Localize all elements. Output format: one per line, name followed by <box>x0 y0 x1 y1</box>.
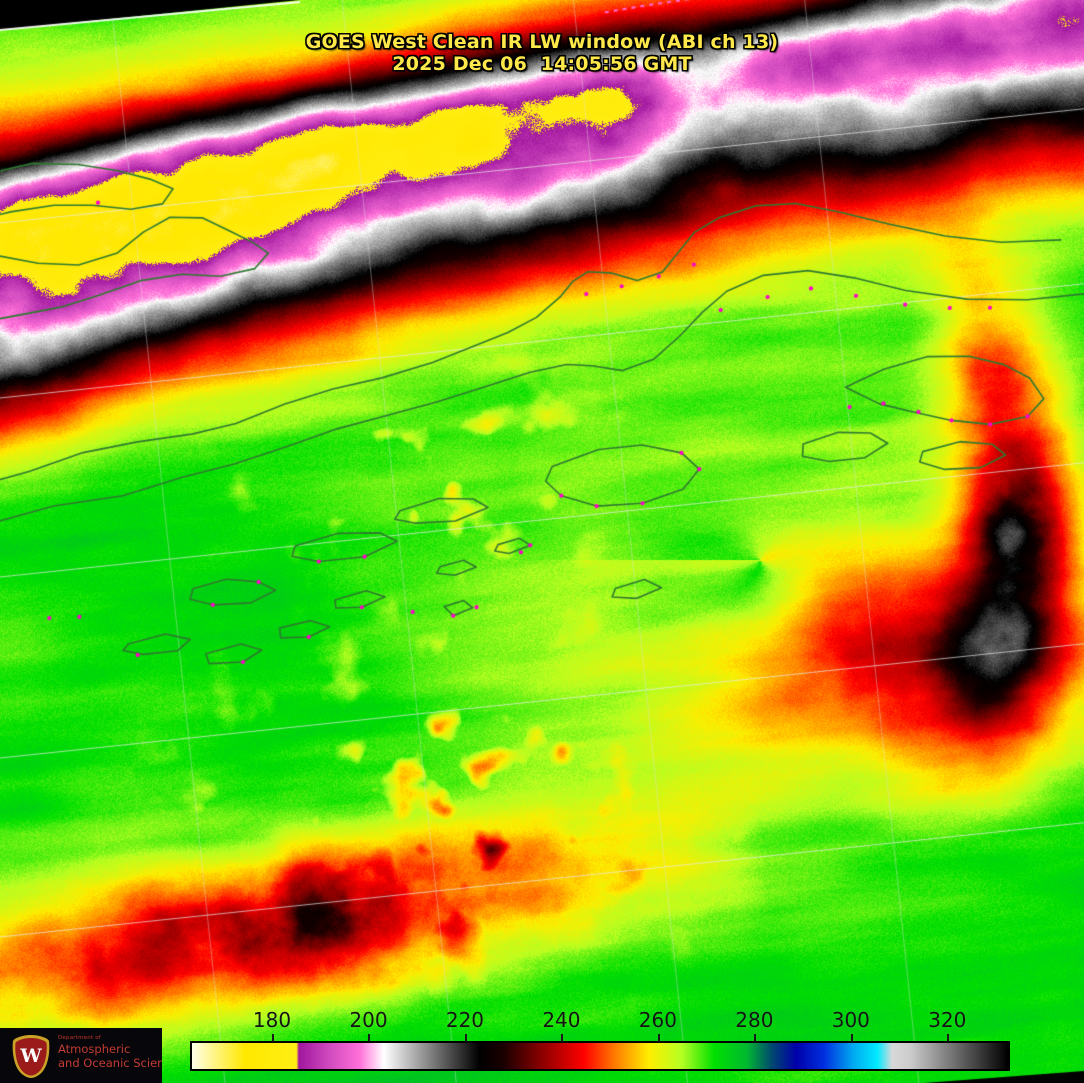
colorbar-tick <box>272 1034 274 1042</box>
uw-aos-logo[interactable]: W Department of Atmospheric and Oceanic … <box>0 1028 162 1083</box>
logo-line-atmospheric: Atmospheric <box>58 1042 131 1056</box>
logo-text-block: Department of Atmospheric and Oceanic Sc… <box>58 1034 162 1070</box>
colorbar-ticks <box>190 1034 1010 1042</box>
colorbar-tick <box>850 1034 853 1042</box>
colorbar-tick-label: 300 <box>831 1008 870 1032</box>
colorbar-tick <box>947 1034 950 1042</box>
colorbar-tick-label: 280 <box>735 1008 774 1032</box>
colorbar-tick-label: 320 <box>928 1008 967 1032</box>
colorbar-tick <box>657 1034 660 1042</box>
colorbar-gradient <box>190 1041 1010 1071</box>
colorbar-tick <box>754 1034 757 1042</box>
colorbar-tick <box>561 1034 564 1042</box>
colorbar-tick-label: 200 <box>349 1008 388 1032</box>
colorbar-tick <box>368 1034 371 1042</box>
colorbar-tick-label: 260 <box>638 1008 677 1032</box>
colorbar-tick-label: 220 <box>445 1008 485 1032</box>
colorbar-tick-labels: 180 200 220 240 260 280 300 320 <box>190 1008 1010 1034</box>
colorbar-tick <box>464 1034 467 1042</box>
logo-department-label: Department of <box>58 1035 101 1041</box>
colorbar-tick-label: 240 <box>542 1008 581 1032</box>
logo-line-oceanic: and Oceanic Sciences <box>58 1056 162 1070</box>
svg-text:W: W <box>19 1045 42 1067</box>
colorbar-tick-label: 180 <box>252 1008 292 1032</box>
uw-crest-icon: W <box>12 1035 50 1078</box>
colorbar[interactable] <box>190 1034 1010 1071</box>
